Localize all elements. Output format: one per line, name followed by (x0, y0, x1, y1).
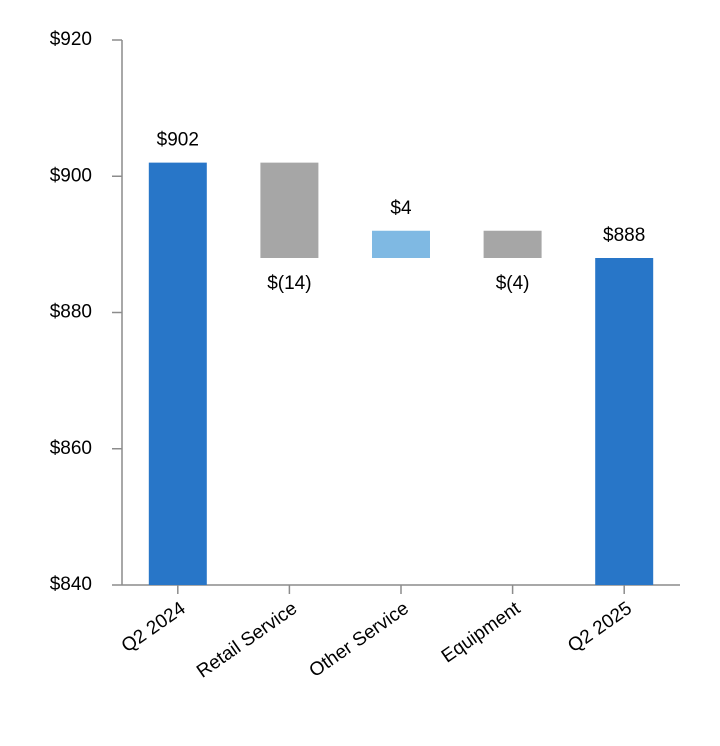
bar (372, 230, 430, 258)
y-tick-label: $880 (50, 302, 92, 323)
value-label: $902 (157, 130, 199, 151)
x-tick-label: Q2 2025 (564, 598, 636, 657)
y-tick-label: $920 (50, 29, 92, 50)
bar (148, 162, 207, 585)
y-tick-label: $840 (50, 574, 92, 595)
bar (260, 162, 319, 258)
value-label: $(14) (267, 273, 311, 294)
value-label: $4 (390, 198, 412, 219)
x-tick-label: Q2 2024 (118, 598, 190, 657)
x-tick-label: Other Service (306, 598, 413, 682)
y-tick-label: $900 (50, 165, 92, 186)
x-tick-label: Equipment (438, 598, 525, 668)
value-label: $888 (603, 225, 645, 246)
bar (483, 230, 542, 258)
value-label: $(4) (496, 273, 530, 294)
bar (595, 258, 654, 585)
x-tick-label: Retail Service (193, 598, 301, 682)
y-tick-label: $860 (50, 438, 92, 459)
